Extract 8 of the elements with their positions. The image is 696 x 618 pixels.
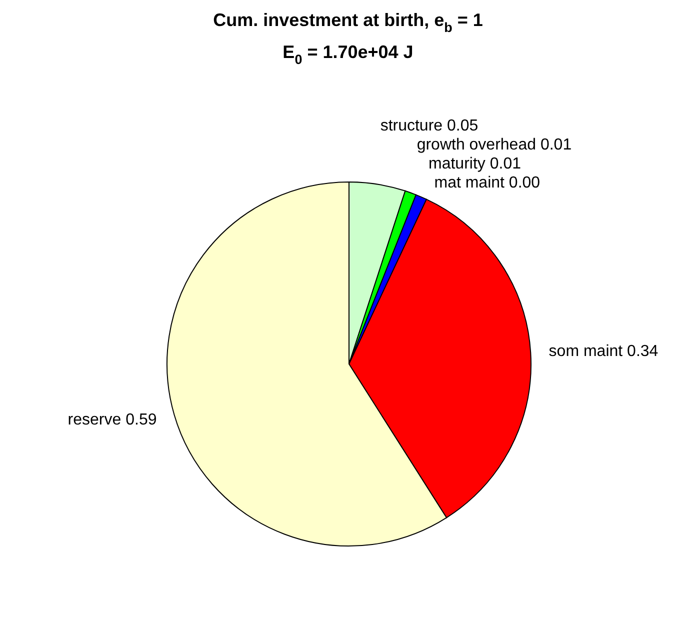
slice-label: structure 0.05 xyxy=(380,117,478,134)
slice-label: reserve 0.59 xyxy=(68,411,157,428)
slice-label: maturity 0.01 xyxy=(428,155,522,172)
slice-label: growth overhead 0.01 xyxy=(416,136,572,154)
chart-subtitle: E$_{0}$ = 1.70e+04 J xyxy=(282,41,414,68)
chart-title: Cum. investment at birth, e$_{b}$ = 1 xyxy=(212,9,484,36)
slice-label: som maint 0.34 xyxy=(548,342,658,360)
category-label: mat maint 0.00 xyxy=(434,174,540,192)
